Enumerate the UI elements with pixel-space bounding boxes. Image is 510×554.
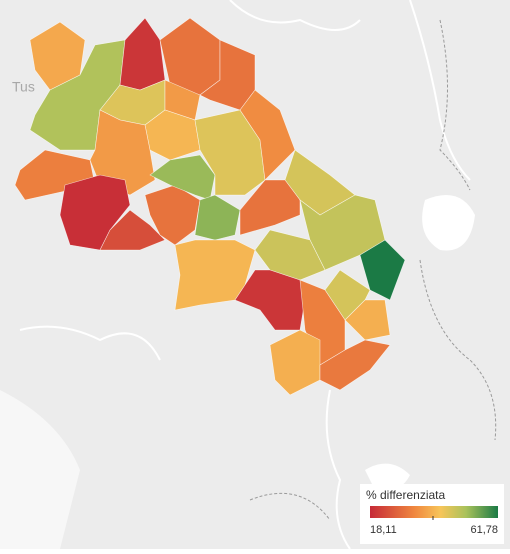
region — [319, 339, 391, 391]
region — [199, 39, 256, 111]
border — [249, 19, 497, 521]
region — [149, 154, 216, 201]
region — [89, 109, 156, 196]
region — [344, 299, 391, 341]
region — [99, 209, 166, 251]
region — [239, 179, 301, 236]
sea — [0, 390, 80, 549]
regions — [14, 17, 406, 396]
region — [359, 239, 406, 301]
legend-title: % differenziata — [366, 488, 445, 502]
legend-bar — [370, 506, 498, 518]
place-label: Tus — [12, 79, 35, 95]
road — [19, 0, 471, 550]
legend-min-label: 18,11 — [370, 524, 397, 536]
lake — [422, 195, 475, 251]
legend-max-label: 61,78 — [470, 524, 498, 536]
